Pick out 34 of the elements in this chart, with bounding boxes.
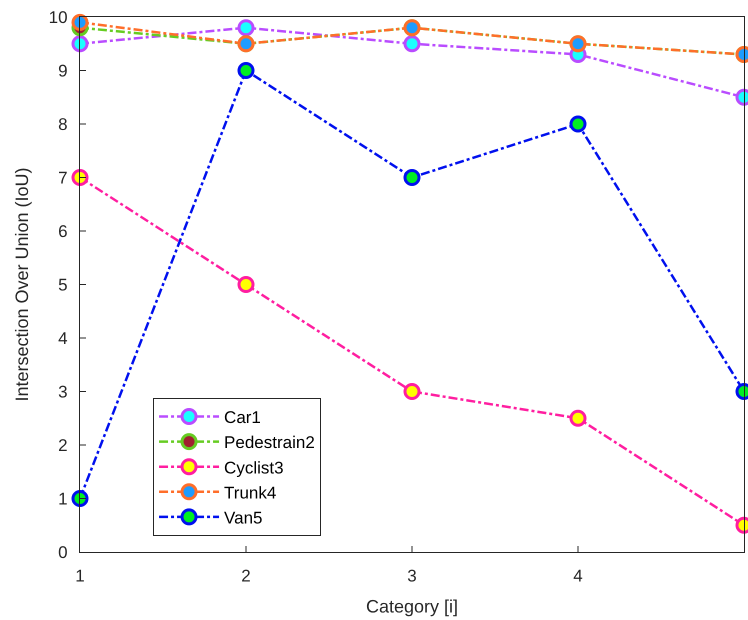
y-tick-label: 5 [58, 275, 68, 294]
y-tick-label: 0 [58, 542, 68, 562]
point [72, 14, 88, 31]
y-tick-label: 2 [58, 436, 68, 455]
y-axis-title: Intersection Over Union (IoU) [12, 167, 32, 402]
y-tick-label: 7 [58, 168, 68, 188]
point [72, 169, 88, 186]
point [238, 276, 254, 293]
x-tick-label: 4 [573, 566, 583, 586]
y-tick-label: 6 [58, 222, 68, 241]
y-tick-label: 10 [48, 8, 68, 27]
x-tick-label: 3 [407, 566, 417, 586]
x-tick-label: 2 [241, 566, 251, 586]
y-tick-label: 8 [58, 114, 68, 134]
point [404, 169, 420, 186]
point [72, 490, 88, 507]
point [570, 410, 586, 427]
legend-label: Car1 [224, 408, 261, 428]
legend-label: Van5 [224, 508, 262, 528]
y-tick-label: 3 [58, 382, 68, 402]
x-tick-label: 1 [75, 566, 85, 586]
x-axis-title: Category [i] [366, 596, 458, 616]
legend-label: Cyclist3 [224, 458, 284, 478]
legend-label: Pedestrain2 [224, 433, 315, 452]
point [72, 35, 88, 52]
legend-label: Trunk4 [224, 483, 276, 502]
y-tick-label: 4 [58, 328, 68, 348]
point [570, 116, 586, 132]
y-tick-label: 9 [58, 61, 68, 80]
point [404, 383, 420, 400]
y-tick-label: 1 [58, 489, 68, 508]
point [404, 35, 420, 52]
point [238, 19, 254, 36]
point [238, 62, 254, 79]
